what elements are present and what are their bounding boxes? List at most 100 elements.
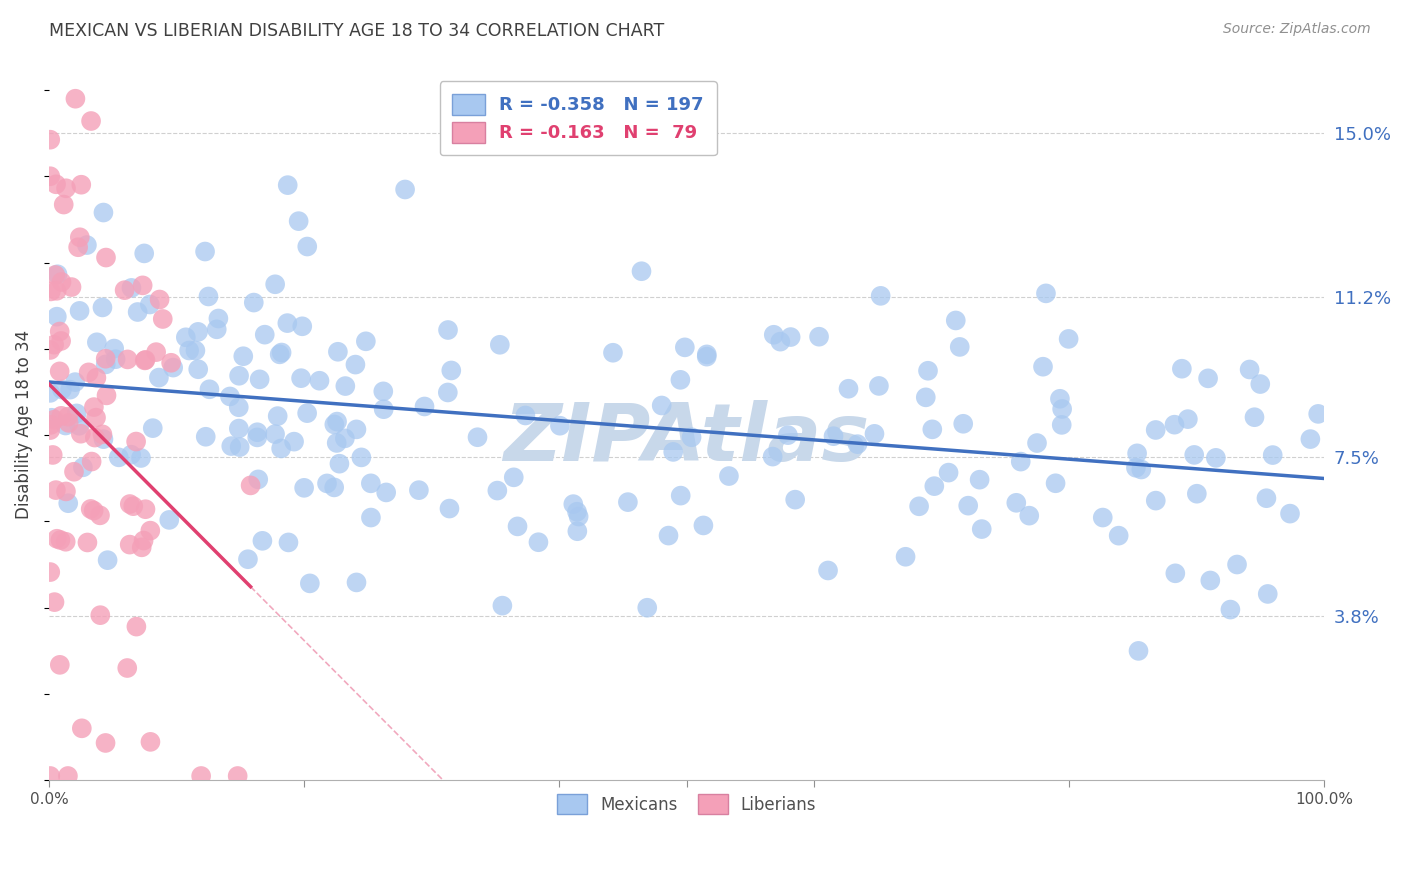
Point — [1182, 448, 1205, 462]
Point — [413, 400, 436, 414]
Point — [1199, 574, 1222, 588]
Point — [134, 246, 156, 260]
Point — [486, 483, 509, 498]
Point — [636, 600, 658, 615]
Point — [125, 619, 148, 633]
Point — [1299, 432, 1322, 446]
Point — [350, 450, 373, 465]
Point — [125, 434, 148, 449]
Point — [696, 350, 718, 364]
Point — [270, 345, 292, 359]
Point — [139, 735, 162, 749]
Point — [96, 388, 118, 402]
Point — [408, 483, 430, 497]
Point — [152, 312, 174, 326]
Point — [45, 284, 67, 298]
Point — [1261, 448, 1284, 462]
Point — [132, 533, 155, 548]
Point — [1177, 412, 1199, 426]
Point — [846, 437, 869, 451]
Point — [567, 524, 589, 539]
Point — [945, 313, 967, 327]
Point — [55, 534, 77, 549]
Point — [565, 505, 588, 519]
Point — [1256, 491, 1278, 506]
Point — [354, 334, 377, 349]
Point — [333, 431, 356, 445]
Point — [44, 412, 66, 426]
Point — [1249, 377, 1271, 392]
Point — [375, 485, 398, 500]
Point — [1171, 361, 1194, 376]
Point — [837, 382, 859, 396]
Point — [515, 409, 537, 423]
Point — [228, 421, 250, 435]
Point — [72, 460, 94, 475]
Point — [346, 422, 368, 436]
Point — [46, 267, 69, 281]
Point — [69, 230, 91, 244]
Point — [70, 178, 93, 192]
Point — [1219, 602, 1241, 616]
Point — [91, 301, 114, 315]
Point — [97, 553, 120, 567]
Point — [41, 448, 63, 462]
Point — [139, 297, 162, 311]
Point — [179, 343, 201, 358]
Point — [776, 428, 799, 442]
Point — [253, 327, 276, 342]
Point — [243, 295, 266, 310]
Point — [69, 304, 91, 318]
Point — [1144, 423, 1167, 437]
Point — [49, 657, 72, 672]
Point — [120, 448, 142, 462]
Point — [669, 489, 692, 503]
Point — [77, 365, 100, 379]
Point — [602, 345, 624, 359]
Point — [83, 503, 105, 517]
Point — [617, 495, 640, 509]
Point — [60, 280, 83, 294]
Point — [190, 769, 212, 783]
Point — [1050, 417, 1073, 432]
Point — [491, 599, 513, 613]
Point — [1279, 507, 1302, 521]
Point — [83, 400, 105, 414]
Point — [1035, 286, 1057, 301]
Point — [83, 431, 105, 445]
Point — [134, 502, 156, 516]
Point — [292, 481, 315, 495]
Point — [439, 501, 461, 516]
Point — [247, 472, 270, 486]
Point — [94, 251, 117, 265]
Point — [39, 343, 62, 357]
Point — [184, 343, 207, 358]
Point — [1049, 392, 1071, 406]
Point — [298, 576, 321, 591]
Point — [232, 349, 254, 363]
Point — [949, 340, 972, 354]
Point — [548, 418, 571, 433]
Point — [1005, 496, 1028, 510]
Text: Source: ZipAtlas.com: Source: ZipAtlas.com — [1223, 22, 1371, 37]
Point — [187, 325, 209, 339]
Point — [118, 497, 141, 511]
Y-axis label: Disability Age 18 to 34: Disability Age 18 to 34 — [15, 330, 32, 519]
Point — [44, 268, 66, 282]
Point — [692, 518, 714, 533]
Point — [921, 422, 943, 436]
Point — [129, 450, 152, 465]
Text: MEXICAN VS LIBERIAN DISABILITY AGE 18 TO 34 CORRELATION CHART: MEXICAN VS LIBERIAN DISABILITY AGE 18 TO… — [49, 22, 665, 40]
Point — [277, 535, 299, 549]
Point — [269, 347, 291, 361]
Point — [437, 323, 460, 337]
Point — [1257, 587, 1279, 601]
Point — [55, 484, 77, 499]
Point — [66, 406, 89, 420]
Point — [59, 383, 82, 397]
Point — [914, 390, 936, 404]
Point — [440, 363, 463, 377]
Point — [1164, 566, 1187, 581]
Point — [226, 769, 249, 783]
Point — [630, 264, 652, 278]
